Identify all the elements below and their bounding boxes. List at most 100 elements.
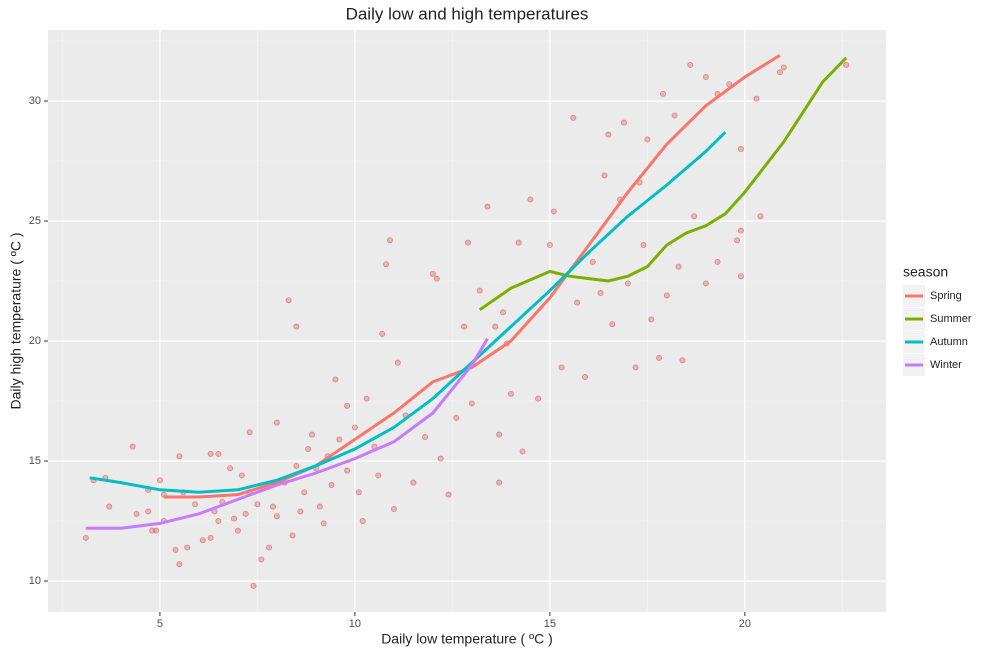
point [336,436,343,443]
y-tick-label: 30 [29,95,41,107]
point [242,510,249,517]
legend-label: Spring [930,290,962,302]
point [270,503,277,510]
x-tick-label: 15 [544,618,556,630]
point [238,472,245,479]
y-tick-label: 20 [29,335,41,347]
legend-label: Summer [930,313,972,325]
point [410,479,417,486]
point [355,489,362,496]
point [527,196,534,203]
point [172,546,179,553]
point [305,446,312,453]
point [215,450,222,457]
point [461,323,468,330]
smooth-line [163,54,781,499]
point [445,491,452,498]
point [254,501,261,508]
point [390,506,397,513]
smooth-line [85,337,489,530]
point [386,237,393,244]
legend-label: Autumn [930,336,968,348]
point [515,239,522,246]
y-tick-label: 25 [29,215,41,227]
point [500,309,507,316]
point [250,582,257,589]
chart-title: Daily low and high temperatures [346,4,589,23]
point [570,114,577,121]
point [231,515,238,522]
point [332,376,339,383]
point [351,424,358,431]
point [702,74,709,81]
point [601,172,608,179]
point [679,357,686,364]
y-tick-label: 15 [29,455,41,467]
point [558,364,565,371]
point [496,431,503,438]
point [507,390,514,397]
point [640,242,647,249]
point [379,330,386,337]
point [535,395,542,402]
point [199,537,206,544]
point [215,518,222,525]
point [620,119,627,126]
point [156,477,163,484]
point [316,503,323,510]
point [293,323,300,330]
point [519,448,526,455]
point [433,275,440,282]
point [675,263,682,270]
point [737,273,744,280]
point [496,479,503,486]
x-tick-label: 20 [739,618,751,630]
smooth-line [89,131,727,494]
point [133,510,140,517]
point [176,561,183,568]
point [453,414,460,421]
point [671,112,678,119]
point [422,434,429,441]
point [320,520,327,527]
point [492,323,499,330]
point [644,136,651,143]
point [429,270,436,277]
y-tick-label: 10 [29,575,41,587]
point [308,431,315,438]
point [691,213,698,220]
point [176,453,183,460]
point [843,62,850,69]
y-axis-label: Daily high temperature ( ºC ) [8,232,24,409]
point [663,292,670,299]
point [383,261,390,268]
point [737,227,744,234]
point [757,213,764,220]
point [605,131,612,138]
point [394,359,401,366]
point [464,239,471,246]
point [359,518,366,525]
point [437,455,444,462]
x-tick-label: 5 [157,618,163,630]
point [780,64,787,71]
panel [48,30,886,612]
x-axis-label: Daily low temperature ( ºC ) [381,631,553,647]
point [609,321,616,328]
point [273,513,280,520]
legend-title: season [903,264,948,280]
point [227,465,234,472]
point [192,501,199,508]
point [234,527,241,534]
point [207,534,214,541]
point [632,364,639,371]
point [285,297,292,304]
point [656,354,663,361]
point [153,527,160,534]
point [328,482,335,489]
point [344,402,351,409]
legend-label: Winter [930,359,962,371]
point [737,146,744,153]
point [581,374,588,381]
point [484,203,491,210]
